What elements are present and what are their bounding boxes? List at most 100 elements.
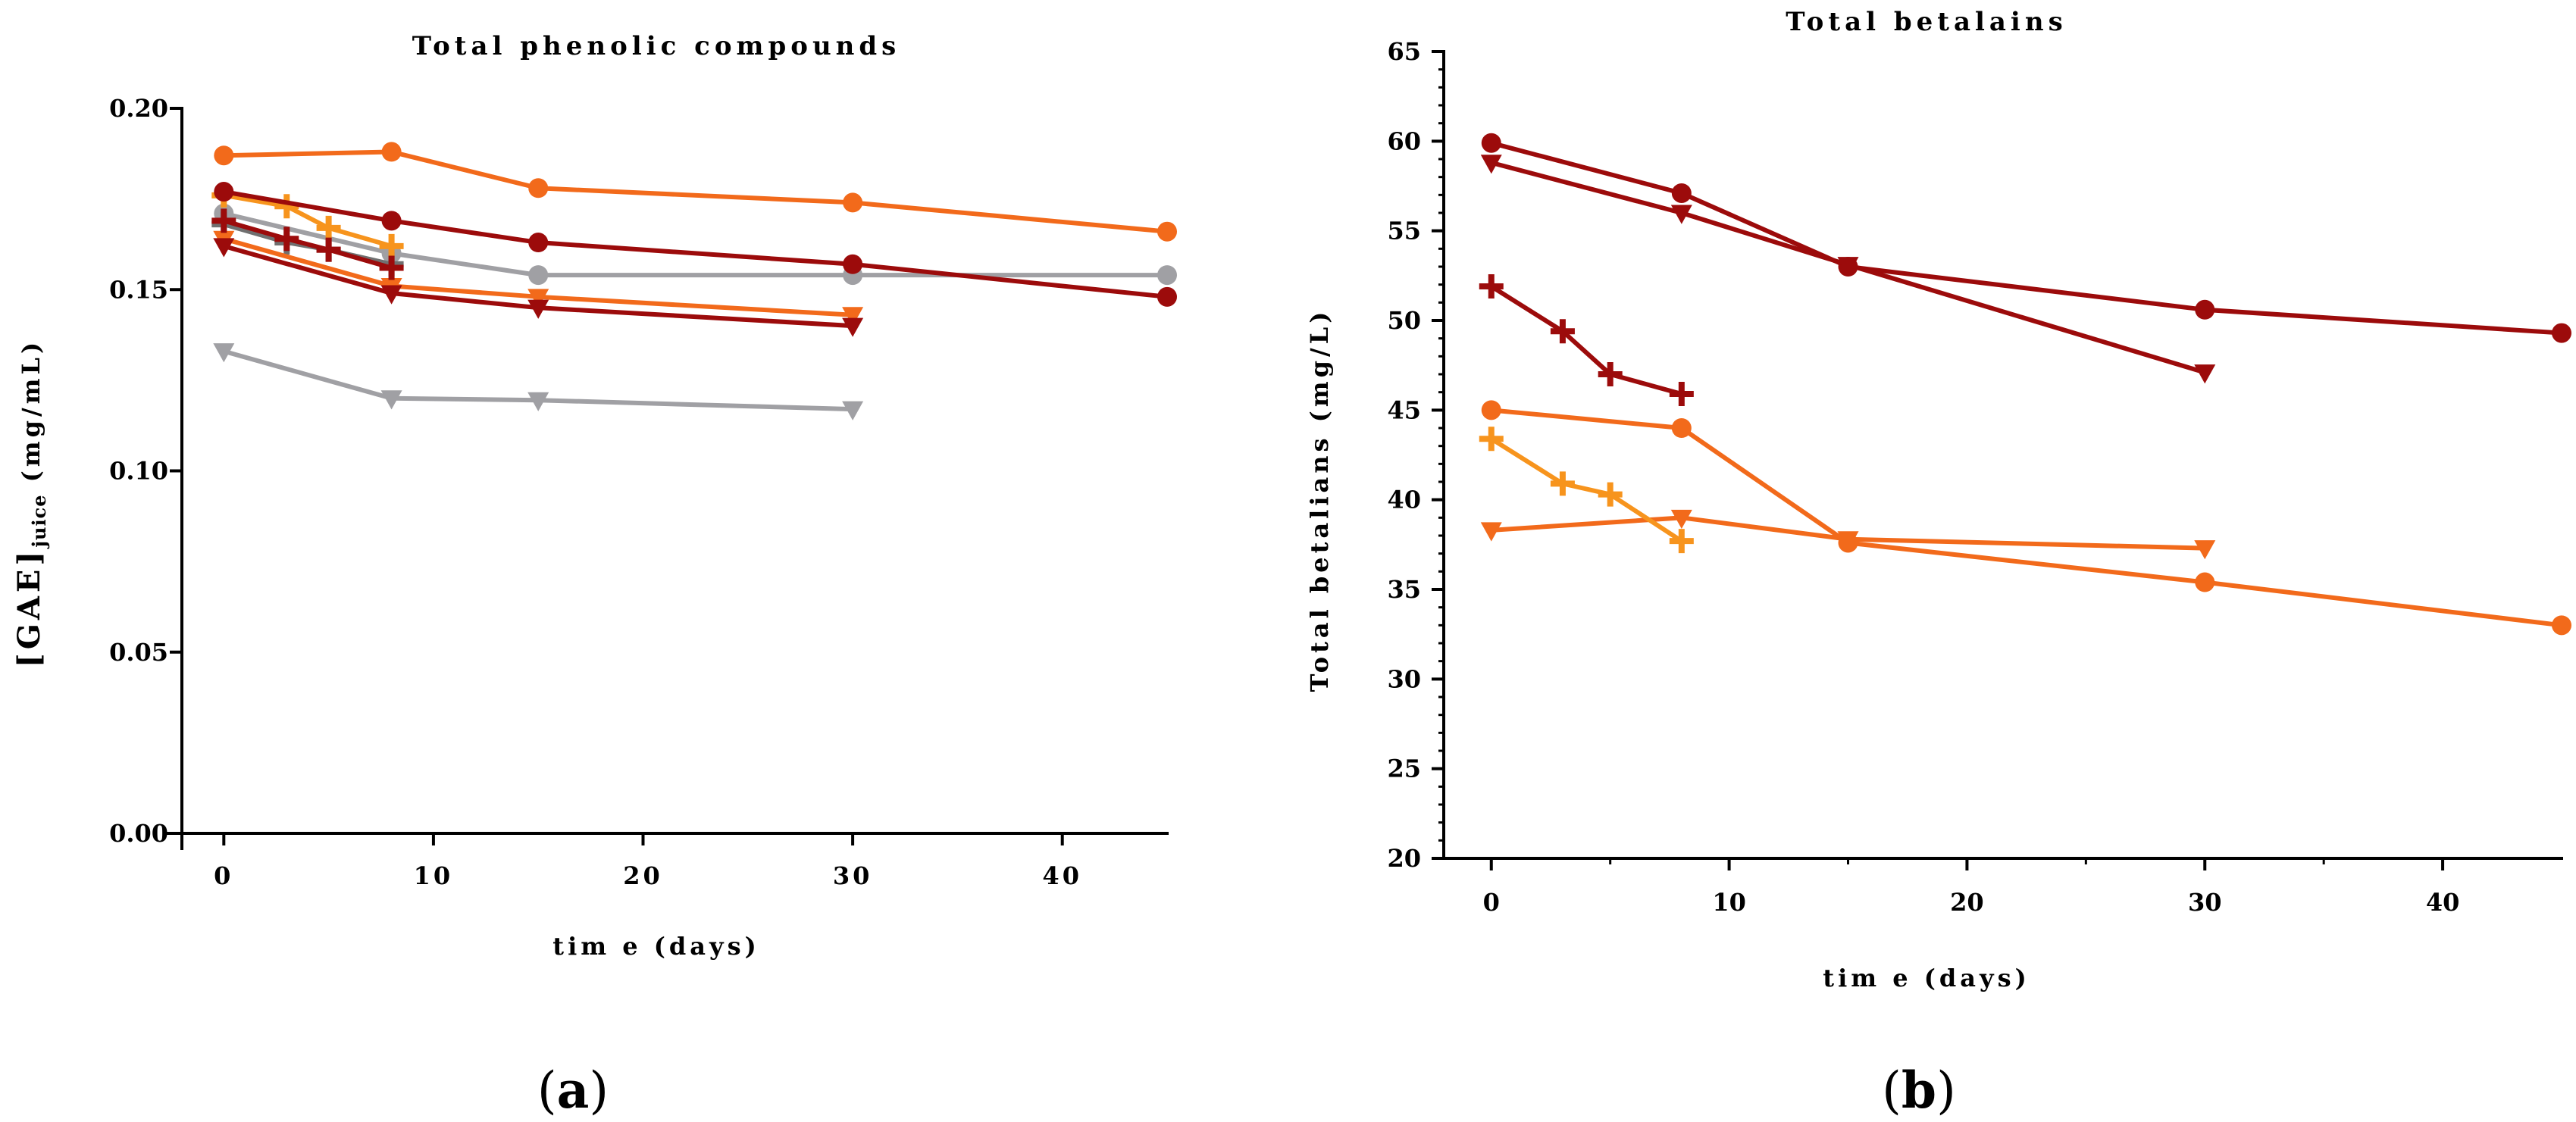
- data-point: [527, 299, 549, 319]
- series-line: [1491, 160, 2206, 375]
- y-tick-label: 20: [1387, 844, 1421, 873]
- data-point: [214, 145, 234, 166]
- data-point: [2194, 364, 2216, 384]
- y-tick-label: 30: [1387, 664, 1421, 693]
- series-line: [1490, 436, 1683, 543]
- series-light_orange-plus: [1479, 427, 1694, 554]
- data-point: [213, 343, 235, 363]
- data-point: [527, 289, 549, 308]
- series-dark_red-triangle: [1480, 155, 2216, 384]
- x-tick-label: 0: [1483, 888, 1500, 917]
- data-point: [213, 238, 235, 258]
- x-tick-label: 30: [833, 861, 873, 890]
- series-line: [1491, 140, 2562, 336]
- y-tick-label: 35: [1387, 575, 1421, 604]
- data-point: [1480, 522, 1502, 542]
- x-tick-label: 40: [2426, 888, 2460, 917]
- series-dark_red-plus: [211, 208, 404, 280]
- data-point: [379, 233, 404, 258]
- panel-label-close: ): [589, 1061, 609, 1120]
- y-axis-label-main: [GAE]: [11, 548, 47, 668]
- x-tick-label: 30: [2188, 888, 2222, 917]
- y-tick-label: 55: [1387, 217, 1421, 245]
- data-point: [1669, 529, 1694, 554]
- axes: 20 25 30 35 40 45 50 55 60 65 0 10 20 30 40: [1387, 37, 2563, 917]
- y-axis-label-unit: (mg/mL): [17, 339, 45, 495]
- data-point: [1157, 265, 1177, 286]
- panel-label-letter: a: [557, 1061, 590, 1120]
- y-tick-label: 45: [1387, 395, 1421, 424]
- data-point: [1837, 257, 1859, 277]
- data-point: [527, 392, 549, 411]
- y-tick-label: 25: [1387, 755, 1421, 783]
- series-line: [1491, 515, 2205, 551]
- panel-label-open: (: [537, 1061, 557, 1120]
- data-point: [380, 285, 402, 305]
- data-point: [1479, 427, 1504, 452]
- series-line: [223, 189, 1168, 299]
- series-dark_red-circle: [214, 182, 1177, 307]
- data-point: [2194, 540, 2216, 560]
- data-point: [842, 317, 864, 337]
- data-point: [842, 307, 864, 327]
- series-orange-triangle: [1480, 509, 2216, 560]
- data-point: [843, 192, 863, 213]
- y-tick-label: 0.05: [109, 638, 168, 667]
- data-point: [1550, 471, 1575, 496]
- series-line: [223, 218, 393, 270]
- x-tick-label: 10: [414, 861, 454, 890]
- chart-title: Total phenolic compounds: [412, 31, 901, 61]
- data-point: [2552, 323, 2571, 343]
- data-point: [1550, 319, 1575, 344]
- panel-label-b: (b): [1882, 1061, 1956, 1120]
- data-point: [381, 142, 402, 162]
- panel-label-letter: b: [1901, 1061, 1936, 1120]
- data-point: [1837, 531, 1859, 551]
- data-point: [1481, 400, 1501, 420]
- data-point: [842, 401, 864, 420]
- x-tick-label: 0: [214, 861, 233, 890]
- series-line: [223, 192, 393, 248]
- data-point: [379, 255, 404, 280]
- panel-label-a: (a): [537, 1061, 609, 1120]
- data-point: [1670, 509, 1692, 530]
- series-dark_red-circle: [1481, 133, 2571, 343]
- series-dark_red-triangle: [213, 238, 864, 337]
- y-axis-label-subscript: juice: [28, 495, 50, 549]
- data-point: [528, 233, 549, 253]
- y-axis-label: [GAE]juice (mg/mL): [11, 339, 50, 667]
- series-grey-triangle: [213, 343, 864, 420]
- y-tick-label: 50: [1387, 306, 1421, 335]
- y-tick-label: 60: [1387, 127, 1421, 155]
- x-tick-label: 20: [1950, 888, 1984, 917]
- data-point: [211, 208, 236, 233]
- data-point: [1157, 221, 1177, 242]
- x-axis-label: tim e (days): [1823, 964, 2030, 992]
- data-point: [380, 390, 402, 410]
- data-point: [1479, 274, 1504, 299]
- data-point: [1598, 362, 1623, 386]
- series-line: [223, 211, 1167, 278]
- series-group: [211, 142, 1177, 420]
- data-point: [1157, 286, 1177, 307]
- data-point: [528, 265, 549, 286]
- series-group: [1479, 133, 2571, 636]
- panel-label-close: ): [1936, 1061, 1956, 1120]
- data-point: [1671, 418, 1692, 438]
- x-tick-label: 40: [1042, 861, 1082, 890]
- y-tick-label: 40: [1387, 486, 1421, 514]
- y-tick-label: 0.20: [109, 94, 168, 123]
- data-point: [1481, 133, 1501, 153]
- series-line: [224, 149, 1168, 234]
- x-tick-label: 10: [1712, 888, 1746, 917]
- y-tick-label: 0.15: [109, 275, 168, 304]
- data-point: [381, 211, 402, 231]
- data-point: [528, 178, 549, 198]
- data-point: [1480, 155, 1502, 174]
- data-point: [2195, 572, 2215, 592]
- data-point: [274, 227, 299, 252]
- series-line: [223, 243, 853, 329]
- data-point: [1670, 205, 1692, 224]
